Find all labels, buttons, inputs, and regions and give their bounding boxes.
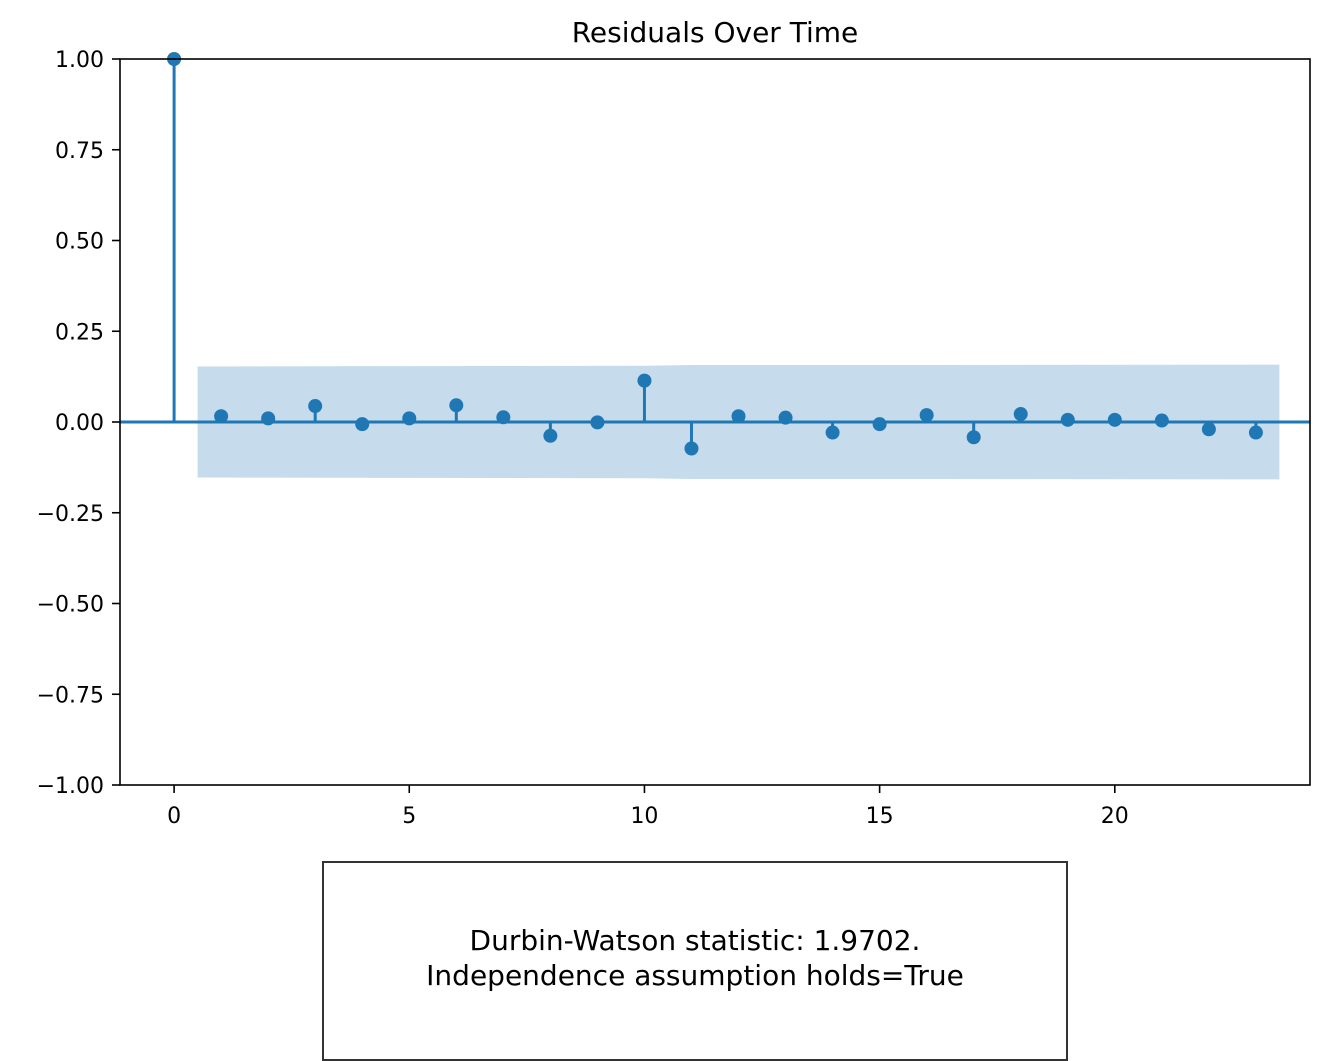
y-tick-label: 0.00 <box>55 411 104 436</box>
acf-chart: Residuals Over Time 1.00 0.75 0.50 0.25 0.00… <box>37 16 1311 829</box>
marker-lag-13 <box>778 410 793 425</box>
x-tick-label: 20 <box>1101 804 1129 829</box>
plot-area <box>120 52 1310 480</box>
marker-lag-9 <box>590 415 605 430</box>
chart-title: Residuals Over Time <box>572 16 859 49</box>
marker-lag-2 <box>261 411 276 426</box>
y-tick-label: −0.25 <box>37 502 104 527</box>
x-tick-label: 5 <box>402 804 416 829</box>
y-tick-label: 0.25 <box>55 320 104 345</box>
y-tick-label: −0.75 <box>37 683 104 708</box>
durbin-watson-annotation: Durbin-Watson statistic: 1.9702. Indepen… <box>324 923 1066 993</box>
y-tick-label: 1.00 <box>55 48 104 73</box>
marker-lag-11 <box>684 441 699 456</box>
marker-lag-17 <box>966 430 981 445</box>
marker-lag-7 <box>496 410 511 425</box>
marker-lag-4 <box>355 417 370 432</box>
x-tick-label: 10 <box>630 804 658 829</box>
marker-lag-19 <box>1060 412 1075 427</box>
marker-lag-16 <box>919 408 934 423</box>
marker-lag-18 <box>1013 407 1028 422</box>
durbin-watson-statistic-line: Durbin-Watson statistic: 1.9702. <box>469 924 921 957</box>
marker-lag-15 <box>872 417 887 432</box>
marker-lag-6 <box>449 398 464 413</box>
marker-lag-5 <box>402 411 417 426</box>
x-tick-label: 0 <box>167 804 181 829</box>
y-tick-label: −0.50 <box>37 593 104 618</box>
x-tick-label: 15 <box>866 804 894 829</box>
marker-lag-23 <box>1248 425 1263 440</box>
marker-lag-20 <box>1107 412 1122 427</box>
marker-lag-1 <box>214 409 229 424</box>
y-tick-label: −1.00 <box>37 774 104 799</box>
marker-lag-22 <box>1201 422 1216 437</box>
y-tick-label: 0.75 <box>55 139 104 164</box>
axes: 1.00 0.75 0.50 0.25 0.00 −0.25 −0.50 −0.75 −1.00… <box>37 48 1311 829</box>
marker-lag-3 <box>308 399 323 414</box>
marker-lag-21 <box>1154 413 1169 428</box>
marker-lag-12 <box>731 409 746 424</box>
marker-lag-10 <box>637 373 652 388</box>
durbin-watson-annotation-box: Durbin-Watson statistic: 1.9702. Indepen… <box>322 861 1068 1061</box>
independence-assumption-line: Independence assumption holds=True <box>426 959 964 992</box>
y-tick-label: 0.50 <box>55 230 104 255</box>
marker-lag-8 <box>543 428 558 443</box>
marker-lag-14 <box>825 425 840 440</box>
